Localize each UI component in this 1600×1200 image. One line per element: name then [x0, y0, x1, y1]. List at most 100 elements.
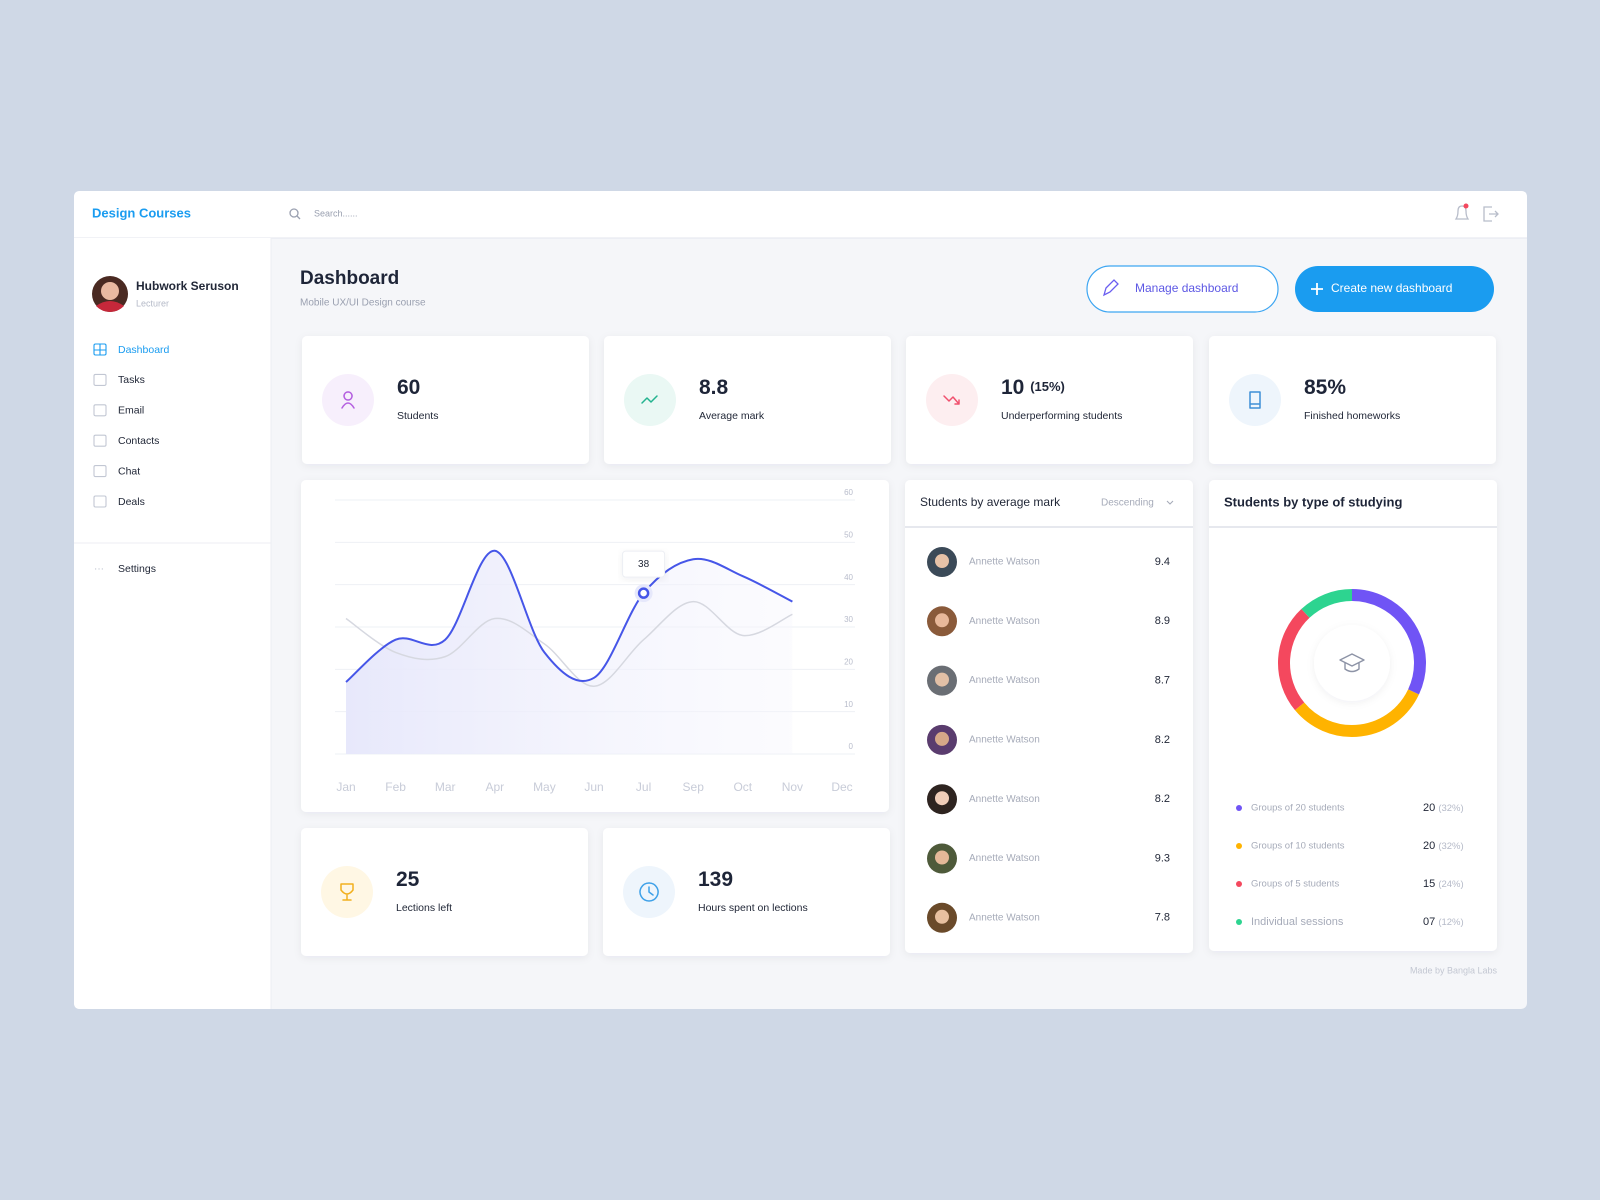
stat-value-text: 139 — [698, 868, 733, 891]
stat-label: Average mark — [699, 410, 765, 422]
stat-card-bg — [302, 336, 589, 464]
nav-label: Chat — [118, 465, 140, 477]
x-tick-label: Apr — [485, 780, 504, 794]
stat-label: Students — [397, 410, 438, 422]
legend-dot — [1236, 805, 1242, 811]
donut-segment — [1301, 589, 1353, 618]
x-tick-label: May — [533, 780, 556, 794]
x-tick-label: Sep — [683, 780, 705, 794]
legend-count: 20 — [1423, 840, 1435, 852]
stat-value: 139 — [698, 868, 733, 891]
area — [346, 550, 793, 754]
manage-button-label: Manage dashboard — [1135, 281, 1238, 295]
search-icon-handle — [296, 215, 301, 220]
top-bar — [74, 191, 1527, 238]
nav-item[interactable]: Tasks — [93, 373, 145, 386]
create-button[interactable]: Create new dashboard — [1295, 266, 1494, 312]
settings-item[interactable]: ··· Settings — [94, 563, 156, 575]
sort-label: Descending — [1101, 498, 1154, 509]
create-button-label: Create new dashboard — [1331, 281, 1452, 295]
student-name: Annette Watson — [969, 557, 1040, 568]
user-avatar-shirt — [96, 301, 124, 312]
logout[interactable] — [1483, 206, 1499, 222]
stat-value: 25 — [396, 868, 420, 891]
pencil-icon — [1102, 279, 1119, 297]
stat-label: Finished homeworks — [1304, 410, 1400, 422]
donut-center — [1314, 625, 1390, 701]
settings-dots: ··· — [94, 564, 104, 575]
student-mark: 8.2 — [1155, 793, 1170, 805]
stat-icon — [341, 391, 355, 409]
stat-value: 85% — [1304, 376, 1346, 399]
legend-value: 07 (12%) — [1423, 916, 1464, 928]
nav-icon-grid — [94, 344, 106, 355]
student-name: Annette Watson — [969, 912, 1040, 923]
nav-icon — [93, 465, 107, 478]
donut-segment — [1351, 589, 1426, 695]
stat-icon — [1249, 391, 1261, 409]
x-tick-label: Oct — [733, 780, 752, 794]
stat-card-bg — [301, 828, 588, 956]
search-placeholder: Search...... — [314, 208, 358, 218]
nav-label: Tasks — [118, 374, 145, 386]
x-tick-label: Mar — [435, 780, 456, 794]
stat-card-bg — [603, 828, 890, 956]
footer: Made by Bangla Labs — [1410, 965, 1498, 975]
legend-percent: (24%) — [1438, 879, 1463, 890]
student-row: Annette Watson 8.9 — [927, 606, 1170, 637]
legend-dot — [1236, 881, 1242, 887]
nav-item[interactable]: Contacts — [93, 434, 159, 447]
stat-card: 25 Lections left — [301, 828, 588, 956]
manage-button[interactable]: Manage dashboard — [1086, 265, 1279, 313]
logout-icon — [1483, 206, 1492, 222]
student-avatar-face — [935, 731, 949, 746]
stat-value: 8.8 — [699, 376, 729, 399]
legend-count: 20 — [1423, 802, 1435, 814]
nav-label: Contacts — [118, 435, 159, 447]
user-name: Hubwork Seruson — [136, 279, 239, 293]
y-tick-label: 60 — [844, 488, 853, 497]
nav-item[interactable]: Email — [93, 404, 144, 417]
search[interactable]: Search...... — [289, 208, 358, 220]
plus-icon — [1311, 283, 1323, 295]
user-avatar-face — [101, 282, 119, 300]
legend-label: Individual sessions — [1251, 916, 1344, 928]
student-avatar-face — [935, 909, 949, 924]
stat-value-text: 60 — [397, 376, 420, 399]
nav-item[interactable]: Chat — [93, 465, 140, 478]
page-subtitle: Mobile UX/UI Design course — [300, 298, 426, 309]
nav-item[interactable]: Dashboard — [93, 343, 170, 356]
student-avatar-face — [935, 554, 949, 568]
legend-dot — [1236, 843, 1242, 849]
stat-card: 85% Finished homeworks — [1209, 336, 1496, 464]
nav-item[interactable]: Deals — [93, 495, 145, 508]
stat-value: 60 — [397, 376, 420, 399]
y-tick-label: 30 — [844, 615, 853, 624]
stat-icon-bg — [321, 866, 373, 918]
stat-icon — [639, 882, 659, 902]
sort-dropdown[interactable]: Descending — [1101, 498, 1174, 509]
donut-chart: Groups of 20 students 20 (32%) Groups of 1… — [1236, 589, 1464, 928]
nav-icon — [93, 373, 107, 386]
sort-chevron — [1166, 500, 1174, 505]
legend-dot — [1236, 919, 1242, 925]
stats: 60 Students 8.8 Average mark 10 (15%) Underpe… — [301, 336, 1496, 956]
line — [345, 600, 793, 688]
stat-card-bg — [1209, 336, 1496, 464]
legend-percent: (32%) — [1438, 841, 1463, 852]
notifications[interactable] — [1454, 203, 1470, 220]
y-tick-label: 50 — [844, 530, 853, 539]
search-icon — [289, 208, 299, 218]
student-row: Annette Watson 9.3 — [927, 843, 1170, 874]
student-row: Annette Watson 8.2 — [927, 784, 1170, 815]
logout-arrow — [1489, 210, 1499, 218]
cap-icon — [1339, 653, 1365, 673]
stat-value-text: 85% — [1304, 376, 1346, 399]
stat-extra: (15%) — [1030, 379, 1065, 394]
nav: Dashboard Tasks Email Contacts Chat Deals — [93, 343, 170, 508]
notification-dot — [1463, 203, 1469, 209]
legend-value: 20 (32%) — [1423, 802, 1464, 814]
stat-label: Hours spent on lections — [698, 902, 808, 914]
sidebar — [74, 238, 271, 1009]
